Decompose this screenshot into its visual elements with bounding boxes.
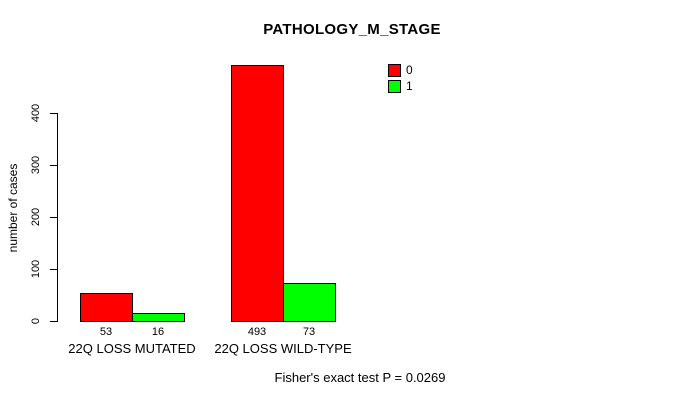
x-category-label: 22Q LOSS WILD-TYPE — [214, 341, 352, 356]
y-axis-tick — [50, 269, 58, 270]
y-axis-tick — [50, 321, 58, 322]
y-axis-tick — [50, 217, 58, 218]
y-axis-tick — [50, 165, 58, 166]
legend-swatch-0 — [388, 64, 401, 77]
y-axis-title: number of cases — [6, 163, 20, 253]
y-axis-tick-label: 300 — [30, 155, 42, 175]
y-axis-tick-label: 200 — [30, 207, 42, 227]
legend-label-1: 1 — [406, 79, 413, 93]
y-axis-tick — [50, 113, 58, 114]
legend-label-0: 0 — [406, 63, 413, 77]
bar-series1-group1 — [283, 283, 336, 322]
bar-series0-group0 — [80, 293, 133, 322]
annotation-text: Fisher's exact test P = 0.0269 — [274, 370, 446, 385]
chart-title: PATHOLOGY_M_STAGE — [263, 21, 441, 38]
bar-series1-group0 — [132, 313, 185, 322]
bar-value-label: 16 — [151, 326, 165, 338]
x-category-label: 22Q LOSS MUTATED — [68, 341, 196, 356]
y-axis-tick-label: 0 — [30, 317, 42, 325]
y-axis-tick-label: 400 — [30, 103, 42, 123]
legend-swatch-1 — [388, 80, 401, 93]
bar-value-label: 53 — [99, 326, 113, 338]
bar-value-label: 73 — [302, 326, 316, 338]
bar-series0-group1 — [231, 65, 284, 322]
y-axis-tick-label: 100 — [30, 259, 42, 279]
bar-value-label: 493 — [247, 326, 267, 338]
